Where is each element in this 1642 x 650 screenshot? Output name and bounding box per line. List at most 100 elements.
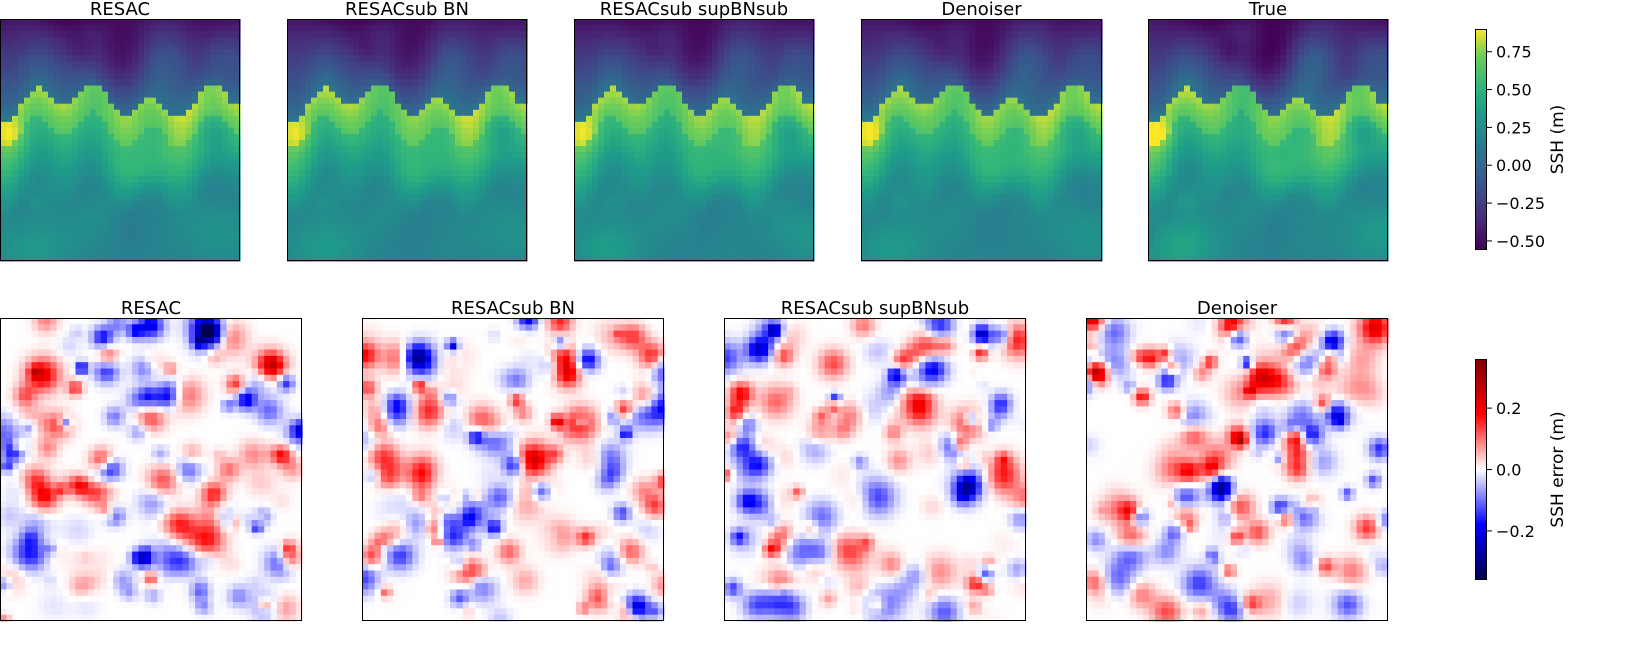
heatmap-cell (323, 164, 330, 171)
heatmap-cell (580, 37, 587, 44)
heatmap-cell (383, 49, 390, 56)
heatmap-cell (114, 37, 121, 44)
heatmap-cell (509, 188, 516, 196)
heatmap-cell (754, 25, 761, 32)
heatmap-cell (287, 127, 294, 135)
heatmap-cell (329, 79, 336, 87)
heatmap-cell (485, 115, 492, 123)
ssh-panel-resacsub-supbnsub-title: RESACsub supBNsub (600, 0, 788, 20)
heatmap-cell (425, 91, 432, 99)
heatmap-cell (222, 61, 229, 68)
heatmap-cell (485, 212, 492, 220)
heatmap-cell (802, 152, 809, 159)
heatmap-cell (425, 146, 432, 153)
heatmap-cell (24, 31, 31, 38)
heatmap-cell (658, 121, 665, 129)
heatmap-cell (610, 19, 617, 26)
heatmap-cell (383, 55, 390, 62)
heatmap-cell (222, 109, 229, 117)
heatmap-cell (1083, 19, 1091, 26)
heatmap-cell (395, 97, 402, 105)
heatmap-cell (174, 109, 181, 117)
heatmap-cell (461, 115, 468, 123)
heatmap-cell (491, 97, 498, 105)
heatmap-cell (317, 25, 324, 32)
heatmap-cell (497, 218, 504, 226)
heatmap-cell (210, 115, 217, 123)
heatmap-cell (1023, 19, 1031, 26)
heatmap-cell (90, 188, 97, 196)
heatmap-cell (449, 19, 456, 26)
heatmap-cell (299, 248, 306, 256)
heatmap-cell (54, 146, 61, 153)
heatmap-cell (30, 115, 37, 123)
heatmap-cell (610, 170, 617, 177)
heatmap-cell (461, 85, 468, 93)
heatmap-cell (730, 170, 737, 177)
heatmap-cell (18, 103, 25, 111)
heatmap-cell (670, 121, 677, 129)
heatmap-cell (437, 158, 444, 165)
heatmap-cell (210, 236, 217, 244)
heatmap-cell (144, 115, 151, 123)
heatmap-cell (138, 146, 145, 153)
heatmap-cell (413, 37, 420, 44)
heatmap-cell (341, 188, 348, 196)
heatmap-cell (234, 200, 241, 208)
heatmap-cell (897, 31, 904, 38)
heatmap-cell (688, 85, 695, 93)
heatmap-cell (395, 115, 402, 123)
heatmap-cell (323, 140, 330, 147)
heatmap-cell (180, 248, 187, 256)
heatmap-cell (108, 67, 115, 75)
heatmap-cell (473, 43, 480, 50)
heatmap-cell (407, 152, 414, 159)
heatmap-cell (78, 37, 85, 44)
heatmap-cell (443, 31, 450, 38)
heatmap-cell (479, 194, 486, 202)
heatmap-cell (102, 194, 109, 202)
heatmap-cell (634, 85, 641, 93)
heatmap-cell (6, 115, 13, 123)
heatmap-cell (604, 248, 611, 256)
heatmap-cell (102, 200, 109, 208)
heatmap-cell (443, 115, 450, 123)
heatmap-cell (724, 25, 731, 32)
heatmap-cell (36, 133, 43, 141)
heatmap-cell (18, 254, 25, 262)
heatmap-cell (598, 79, 605, 87)
heatmap-cell (485, 248, 492, 256)
heatmap-cell (407, 230, 414, 238)
heatmap-cell (760, 242, 767, 250)
heatmap-cell (359, 164, 366, 171)
heatmap-cell (1011, 31, 1019, 38)
heatmap-cell (610, 194, 617, 202)
heatmap-cell (443, 182, 450, 189)
heatmap-cell (957, 37, 965, 44)
heatmap-cell (628, 200, 635, 208)
heatmap-cell (60, 67, 67, 75)
heatmap-cell (945, 25, 952, 32)
heatmap-cell (96, 176, 103, 183)
heatmap-cell (712, 140, 719, 147)
heatmap-cell (718, 140, 725, 147)
heatmap-cell (84, 103, 91, 111)
heatmap-cell (509, 49, 516, 56)
heatmap-cell (228, 49, 235, 56)
heatmap-cell (676, 230, 683, 238)
heatmap-cell (754, 164, 761, 171)
heatmap-cell (365, 230, 372, 238)
heatmap-cell (371, 230, 378, 238)
heatmap-cell (646, 37, 653, 44)
heatmap-cell (395, 91, 402, 99)
heatmap-cell (210, 194, 217, 202)
heatmap-cell (580, 230, 587, 238)
heatmap-cell (371, 212, 378, 220)
heatmap-cell (1017, 31, 1025, 38)
heatmap-cell (969, 31, 977, 38)
heatmap-cell (592, 164, 599, 171)
heatmap-cell (867, 19, 874, 26)
heatmap-cell (515, 97, 522, 105)
heatmap-cell (323, 19, 330, 26)
heatmap-cell (90, 194, 97, 202)
